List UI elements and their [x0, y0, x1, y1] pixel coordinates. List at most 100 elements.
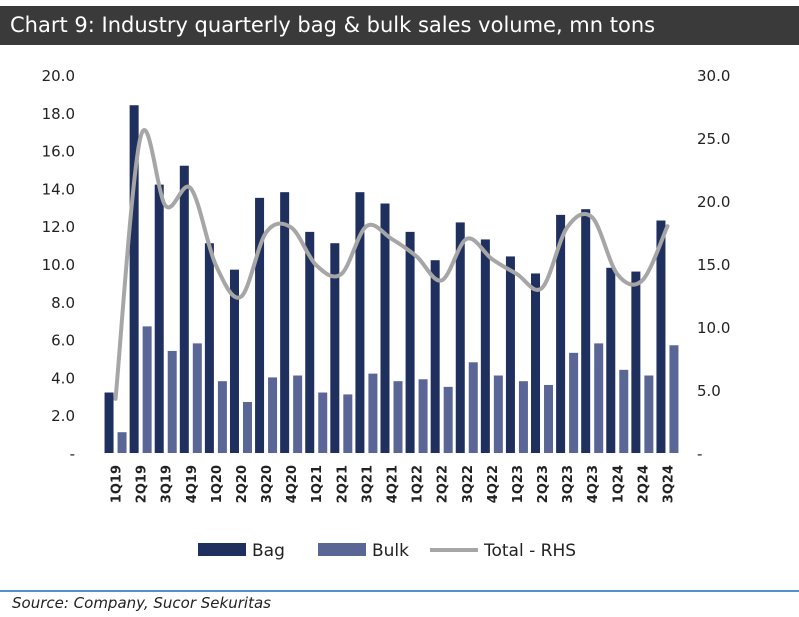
- legend-swatch: [318, 543, 366, 556]
- y-left-tick-label: 6.0: [51, 332, 75, 350]
- bar-bulk: [619, 369, 629, 453]
- bar-bag: [280, 192, 290, 453]
- y-left-axis: - 2.0 4.0 6.0 8.0 10.0 12.0 14.0 16.0 18.0 20.0: [42, 67, 75, 463]
- y-left-tick-label: 10.0: [42, 256, 75, 274]
- x-tick-label: 4Q20: [285, 465, 300, 503]
- bar-bulk: [217, 381, 227, 453]
- y-left-tick-label: 20.0: [42, 67, 75, 85]
- x-tick-label: 3Q20: [260, 465, 275, 503]
- legend-swatch: [198, 543, 246, 556]
- x-tick-label: 2Q23: [536, 465, 551, 503]
- x-tick-label: 2Q22: [436, 465, 451, 503]
- y-right-tick-label: 25.0: [697, 130, 730, 148]
- bar-bag: [606, 267, 616, 453]
- bar-bulk: [594, 343, 604, 453]
- y-right-tick-label: -: [697, 445, 702, 463]
- bar-bag: [581, 209, 591, 453]
- y-left-tick-label: 4.0: [51, 369, 75, 387]
- bar-bulk: [644, 375, 654, 453]
- footer-divider: [0, 590, 799, 592]
- bar-bag: [179, 165, 189, 453]
- bar-bag: [355, 192, 365, 453]
- bar-bulk: [493, 375, 503, 453]
- bar-bulk: [117, 432, 127, 453]
- x-tick-label: 3Q23: [561, 465, 576, 503]
- bar-bag: [255, 197, 265, 453]
- chart-legend: Bag Bulk Total - RHS: [198, 541, 576, 561]
- x-axis: 1Q19 2Q19 3Q19 4Q19 1Q20 2Q20 3Q20 4Q20 1Q21 2Q21…: [110, 465, 677, 503]
- x-tick-label: 4Q22: [486, 465, 501, 503]
- x-tick-label: 2Q21: [335, 465, 350, 503]
- x-tick-label: 1Q19: [110, 465, 125, 503]
- bar-bag: [531, 273, 541, 453]
- x-tick-label: 1Q24: [611, 465, 626, 503]
- bar-bag: [480, 239, 490, 453]
- bar-bulk: [518, 381, 528, 453]
- x-tick-label: 4Q23: [586, 465, 601, 503]
- bar-bulk: [468, 362, 478, 453]
- y-right-tick-label: 15.0: [697, 256, 730, 274]
- line-series: [113, 128, 670, 401]
- bar-bag: [430, 260, 440, 453]
- bar-bulk: [268, 377, 278, 453]
- y-left-tick-label: 16.0: [42, 143, 75, 161]
- bar-bulk: [569, 352, 579, 453]
- y-left-tick-label: 18.0: [42, 105, 75, 123]
- bar-bulk: [293, 375, 303, 453]
- x-tick-label: 1Q22: [411, 465, 426, 503]
- bar-bulk: [242, 401, 252, 453]
- y-right-tick-label: 20.0: [697, 193, 730, 211]
- bar-bulk: [167, 350, 177, 453]
- y-left-tick-label: -: [70, 445, 75, 463]
- y-right-tick-label: 30.0: [697, 67, 730, 85]
- line-total: [113, 128, 670, 401]
- bar-bulk: [192, 343, 202, 453]
- bar-bag: [380, 203, 390, 453]
- bar-line-chart: - 2.0 4.0 6.0 8.0 10.0 12.0 14.0 16.0 18.0 20.0 - 5…: [42, 67, 731, 561]
- legend-label: Bulk: [372, 541, 409, 561]
- y-left-tick-label: 2.0: [51, 407, 75, 425]
- y-right-axis: - 5.0 10.0 15.0 20.0 25.0 30.0: [697, 67, 730, 463]
- bar-bag: [556, 214, 566, 453]
- bar-series: [104, 105, 679, 454]
- legend-label: Total - RHS: [483, 541, 576, 561]
- source-note: Source: Company, Sucor Sekuritas: [12, 594, 271, 612]
- bar-bulk: [669, 345, 679, 453]
- bar-bag: [104, 392, 114, 453]
- bar-bag: [229, 269, 239, 453]
- x-tick-label: 3Q19: [160, 465, 175, 503]
- bar-bulk: [393, 381, 403, 453]
- bar-bulk: [544, 384, 554, 453]
- y-left-tick-label: 14.0: [42, 180, 75, 198]
- y-left-tick-label: 8.0: [51, 294, 75, 312]
- bar-bag: [631, 271, 641, 453]
- bar-bag: [330, 243, 340, 453]
- x-tick-label: 4Q19: [185, 465, 200, 503]
- chart-title: Chart 9: Industry quarterly bag & bulk s…: [0, 6, 799, 45]
- x-tick-label: 1Q23: [511, 465, 526, 503]
- bar-bulk: [343, 394, 353, 453]
- bar-bulk: [368, 373, 378, 453]
- bar-bag: [405, 231, 415, 453]
- bar-bag: [656, 220, 666, 453]
- bar-bag: [305, 231, 315, 453]
- y-right-tick-label: 10.0: [697, 319, 730, 337]
- y-right-tick-label: 5.0: [697, 382, 721, 400]
- x-tick-label: 4Q21: [386, 465, 401, 503]
- x-tick-label: 3Q21: [360, 465, 375, 503]
- bar-bag: [154, 184, 164, 453]
- x-tick-label: 2Q19: [135, 465, 150, 503]
- legend-label: Bag: [252, 541, 285, 561]
- bar-bag: [204, 243, 214, 453]
- y-left-tick-label: 12.0: [42, 218, 75, 236]
- bar-bulk: [418, 379, 428, 453]
- x-tick-label: 3Q24: [661, 465, 676, 503]
- bar-bag: [455, 222, 465, 453]
- x-tick-label: 2Q24: [636, 465, 651, 503]
- bar-bulk: [142, 326, 152, 453]
- x-tick-label: 1Q20: [210, 465, 225, 503]
- bar-bulk: [318, 392, 328, 453]
- bar-bag: [505, 256, 515, 453]
- x-tick-label: 1Q21: [310, 465, 325, 503]
- bar-bag: [129, 105, 139, 454]
